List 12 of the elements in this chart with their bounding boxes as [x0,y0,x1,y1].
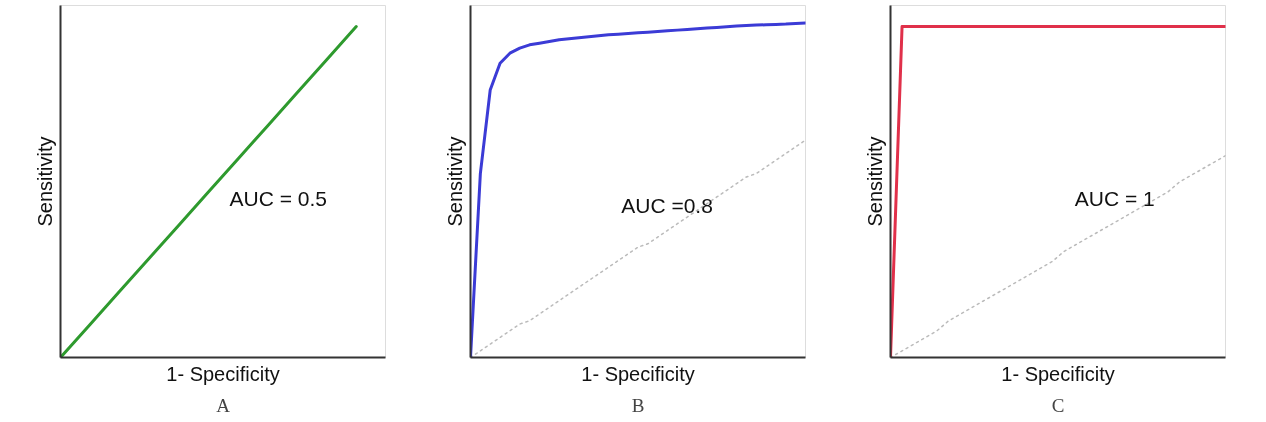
x-axis-title: 1- Specificity [166,362,280,385]
text: A [216,394,231,416]
annotation: AUC =0.8 [621,193,713,217]
x-axis-title: 1- Specificity [581,362,695,385]
annotation: AUC = 1 [1074,186,1155,210]
annotation: AUC = 0.5 [229,186,327,210]
text: C [1051,394,1065,416]
x-axis-title: 1- Specificity [1001,362,1115,385]
y-axis-title: Sensitivity [443,136,466,227]
text: B [631,394,645,416]
y-axis-title: Sensitivity [863,136,886,227]
y-axis-title: Sensitivity [33,136,56,227]
